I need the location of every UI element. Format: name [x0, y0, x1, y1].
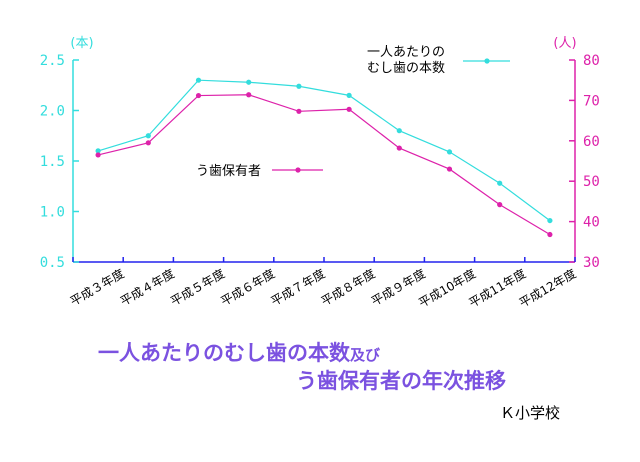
children-with-decay-point: [145, 140, 151, 146]
right-y-tick-label: 70: [583, 93, 600, 109]
right-y-tick-label: 80: [583, 53, 600, 69]
children-with-decay-point: [497, 202, 503, 208]
right-y-unit: (人): [553, 36, 576, 51]
cavities-per-person-point: [446, 149, 453, 155]
cavities-per-person-point: [195, 77, 202, 83]
children-with-decay-point: [547, 231, 553, 238]
children-with-decay-point: [95, 152, 101, 158]
x-tick-label: 平成５年度: [168, 266, 227, 309]
chart-title-line-2: う歯保有者の年次推移: [296, 369, 506, 393]
chart-title-suffix: 及び: [350, 346, 381, 364]
cavities-per-person-point: [346, 92, 352, 98]
x-tick-label: 平成７年度: [268, 266, 327, 309]
right-y-tick-label: 60: [583, 134, 600, 150]
legend-label-decay: う歯保有者: [196, 164, 261, 179]
children-with-decay-point: [296, 108, 302, 114]
cavities-per-person-point: [145, 133, 151, 139]
x-tick-label: 平成12年度: [516, 266, 578, 311]
chart-title-line-1: 一人あたりのむし歯の本数及び: [98, 337, 380, 367]
cavities-per-person-point: [396, 128, 402, 134]
children-with-decay-line: [97, 94, 551, 236]
source-label: Ｋ小学校: [500, 404, 561, 422]
plot-area: 0.51.01.52.02.5(本)304050607080(人)平成３年度平成…: [40, 36, 600, 310]
right-y-tick-label: 40: [583, 215, 600, 231]
children-with-decay-point: [246, 92, 252, 98]
children-with-decay-point: [346, 106, 352, 112]
x-tick-label: 平成８年度: [318, 266, 377, 309]
left-y-tick-label: 1.5: [40, 154, 65, 170]
left-y-tick-label: 1.0: [40, 205, 65, 221]
x-tick-label: 平成４年度: [117, 266, 176, 309]
cavities-per-person-point: [547, 217, 553, 224]
left-y-tick-label: 0.5: [40, 255, 65, 271]
left-y-tick-label: 2.5: [40, 53, 65, 69]
right-y-tick-label: 30: [583, 255, 600, 271]
legend-marker-decay: [295, 167, 301, 173]
chart-title-main: 一人あたりのむし歯の本数: [98, 341, 350, 365]
cavities-per-person-line: [97, 79, 551, 222]
cavities-per-person-point: [497, 180, 503, 186]
children-with-decay-point: [396, 145, 402, 151]
left-y-tick-label: 2.0: [40, 104, 65, 120]
children-with-decay-point: [446, 166, 453, 172]
legend-label-cavities: 一人あたりの: [367, 45, 445, 60]
cavities-per-person-point: [296, 83, 302, 89]
x-tick-label: 平成６年度: [218, 266, 277, 309]
chart: 0.51.01.52.02.5(本)304050607080(人)平成３年度平成…: [40, 36, 600, 310]
x-tick-label: 平成３年度: [67, 266, 126, 309]
legend-label-cavities: むし歯の本数: [367, 61, 445, 76]
cavities-per-person-point: [246, 79, 252, 85]
children-with-decay-point: [195, 92, 202, 99]
right-y-tick-label: 50: [583, 174, 600, 190]
left-y-unit: (本): [70, 36, 93, 51]
legend-marker-cavities: [484, 58, 490, 64]
cavities-per-person-point: [95, 148, 101, 154]
